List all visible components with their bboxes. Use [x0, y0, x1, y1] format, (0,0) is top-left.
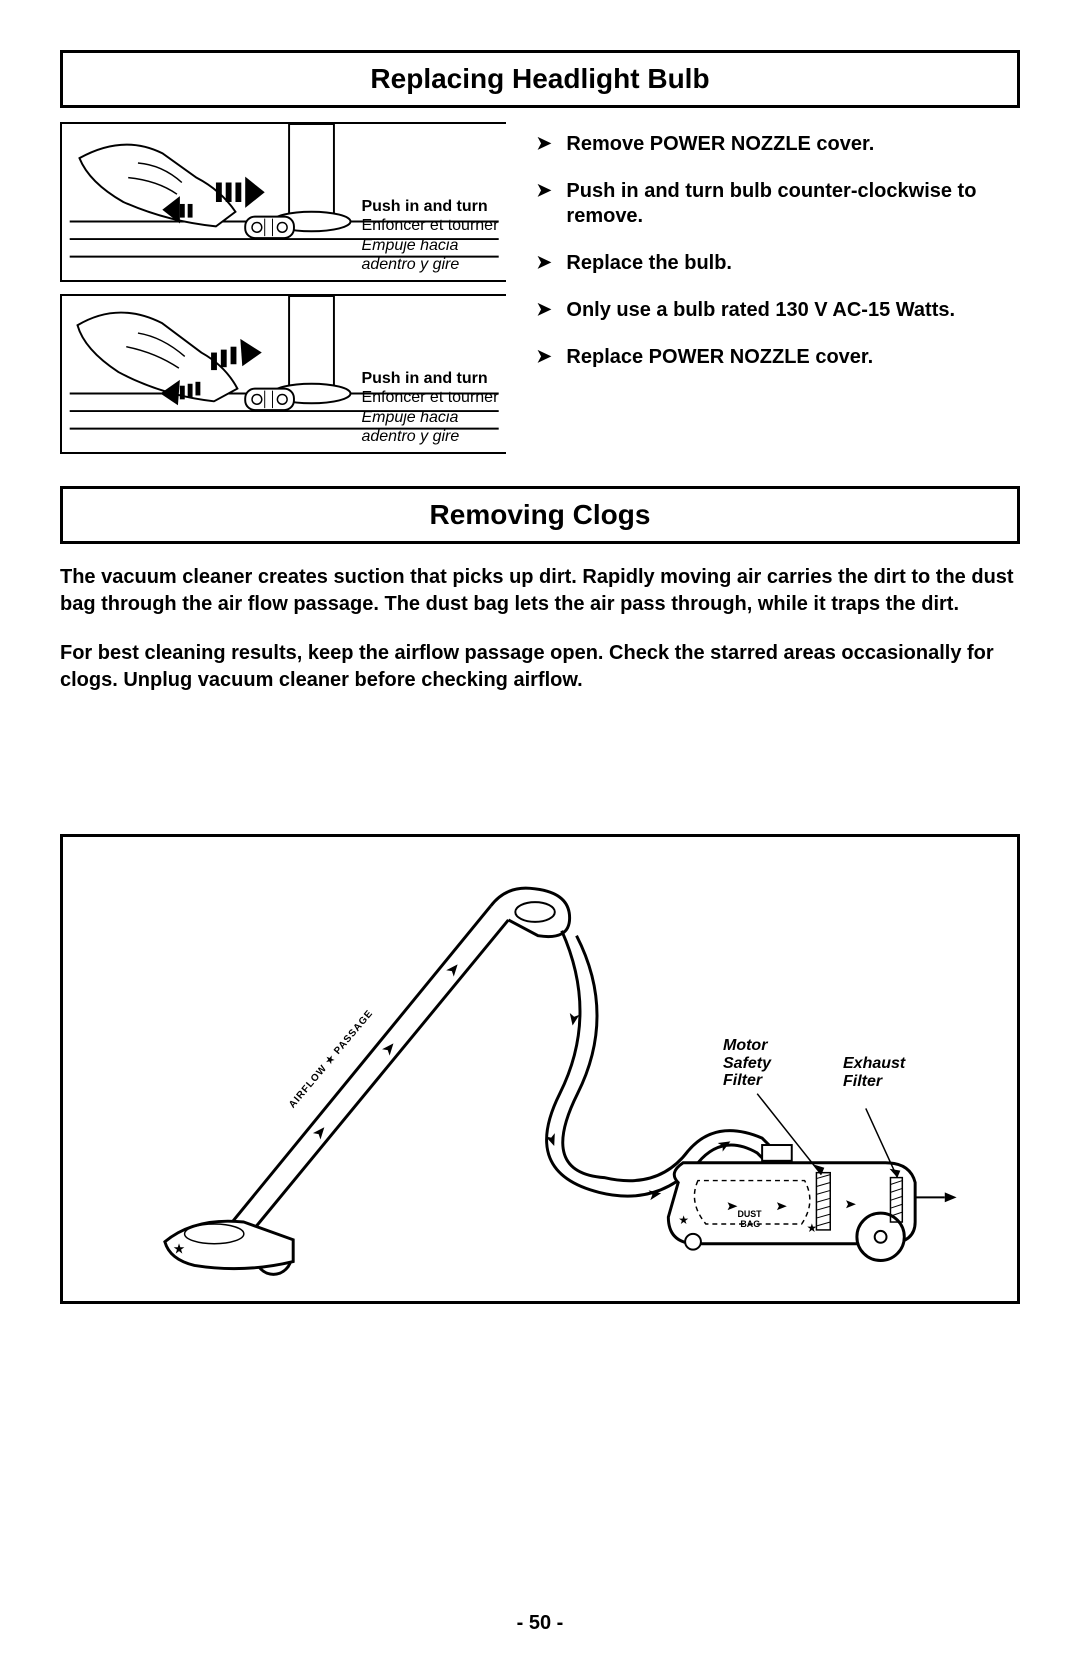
svg-text:★: ★ — [807, 1221, 818, 1235]
dust-bag-text1: DUST — [737, 1209, 762, 1219]
section2-title: Removing Clogs — [63, 499, 1017, 531]
instr-5: Replace POWER NOZZLE cover. — [536, 345, 1020, 370]
instruction-list: Remove POWER NOZZLE cover. Push in and t… — [536, 132, 1020, 370]
label-en: Push in and turn — [361, 197, 498, 216]
label-es2: adentro y gire — [361, 255, 498, 274]
section1-title: Replacing Headlight Bulb — [63, 63, 1017, 95]
label-es2b: adentro y gire — [361, 427, 498, 446]
clogs-para1: The vacuum cleaner creates suction that … — [60, 564, 1020, 618]
illus1-label: Push in and turn Enfoncer et tourner Emp… — [361, 197, 498, 274]
instr-4: Only use a bulb rated 130 V AC-15 Watts. — [536, 298, 1020, 323]
label-fr: Enfoncer et tourner — [361, 216, 498, 235]
section1-header: Replacing Headlight Bulb — [60, 50, 1020, 108]
section2-header: Removing Clogs — [60, 486, 1020, 544]
svg-text:★: ★ — [173, 1241, 185, 1257]
label-fr2: Enfoncer et tourner — [361, 388, 498, 407]
exhaust-filter-label: ExhaustFilter — [843, 1055, 905, 1090]
illustration-2: Push in and turn Enfoncer et tourner Emp… — [60, 294, 506, 454]
label-es1: Empuje hacia — [361, 236, 498, 255]
instr-2: Push in and turn bulb counter-clockwise … — [536, 179, 1020, 229]
airflow-passage-label: AIRFLOW ★ PASSAGE — [287, 1008, 376, 1111]
bulb-content: Push in and turn Enfoncer et tourner Emp… — [60, 122, 1020, 466]
bulb-instructions: Remove POWER NOZZLE cover. Push in and t… — [536, 122, 1020, 466]
page-number: - 50 - — [0, 1612, 1080, 1635]
bulb-illustrations: Push in and turn Enfoncer et tourner Emp… — [60, 122, 506, 466]
dust-bag-text2: BAG — [740, 1219, 760, 1229]
label-es1b: Empuje hacia — [361, 408, 498, 427]
clogs-text: The vacuum cleaner creates suction that … — [60, 564, 1020, 694]
illus2-label: Push in and turn Enfoncer et tourner Emp… — [361, 369, 498, 446]
vacuum-diagram: ★ — [60, 834, 1020, 1304]
motor-filter-label: MotorSafetyFilter — [723, 1037, 771, 1090]
instr-3: Replace the bulb. — [536, 251, 1020, 276]
svg-text:★: ★ — [678, 1213, 689, 1227]
label-en2: Push in and turn — [361, 369, 498, 388]
instr-1: Remove POWER NOZZLE cover. — [536, 132, 1020, 157]
clogs-para2: For best cleaning results, keep the airf… — [60, 640, 1020, 694]
illustration-1: Push in and turn Enfoncer et tourner Emp… — [60, 122, 506, 282]
